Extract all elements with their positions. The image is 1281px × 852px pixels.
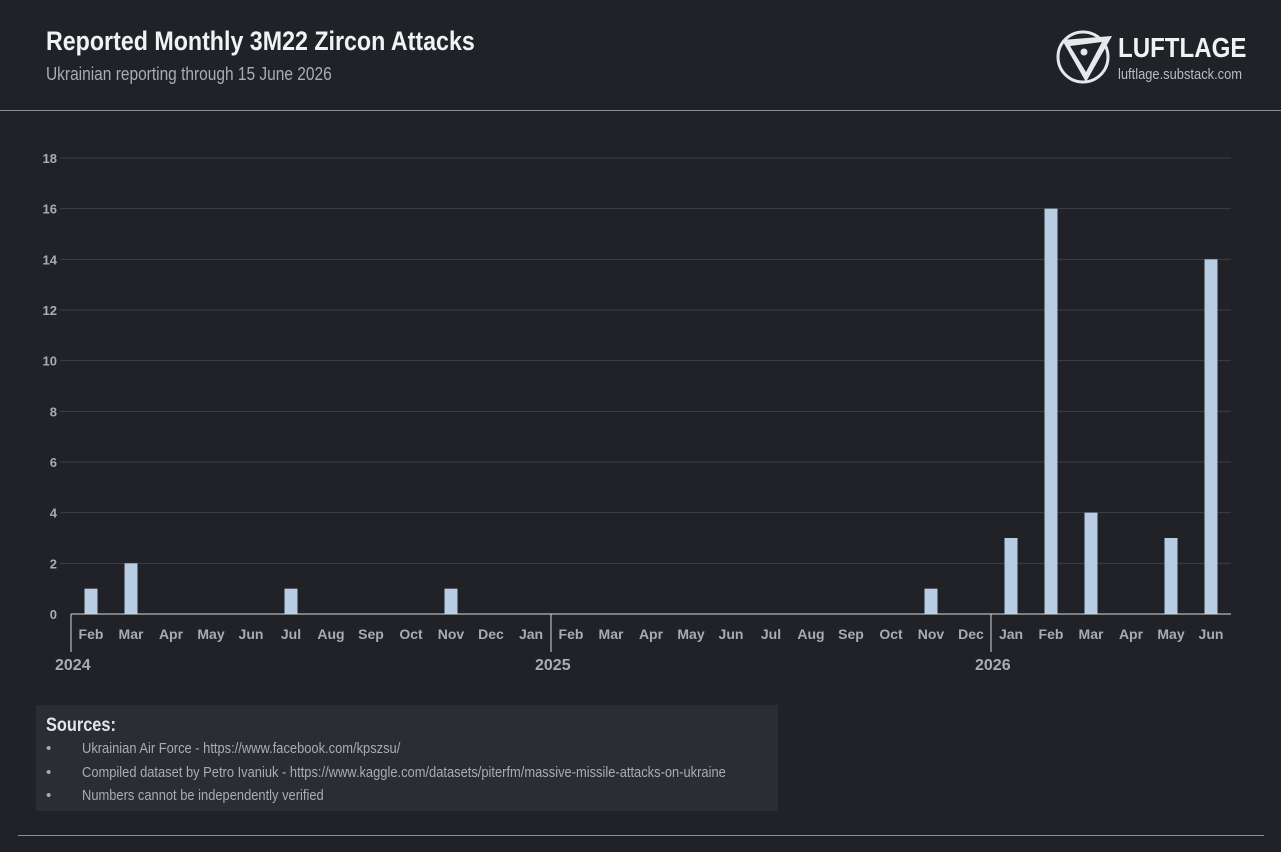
source-text: Numbers cannot be independently verified bbox=[82, 787, 324, 804]
bar-chart: 0 2 4 6 8 10 12 14 16 18 Feb Mar Apr May Jun Jul Aug Sep O… bbox=[43, 151, 1231, 674]
x-tick-label: Jun bbox=[719, 626, 744, 642]
source-text[interactable]: Compiled dataset by Petro Ivaniuk - http… bbox=[82, 763, 726, 781]
y-tick-label: 6 bbox=[50, 455, 57, 470]
y-tick-label: 12 bbox=[43, 303, 57, 318]
x-tick-label: Mar bbox=[1079, 626, 1104, 642]
brand-name: LUFTLAGE bbox=[1118, 32, 1247, 63]
x-tick-label: Mar bbox=[119, 626, 144, 642]
year-label: 2024 bbox=[55, 657, 91, 674]
y-tick-label: 14 bbox=[43, 252, 58, 267]
y-tick-label: 8 bbox=[50, 404, 57, 419]
bar bbox=[1004, 538, 1018, 614]
chart-title: Reported Monthly 3M22 Zircon Attacks bbox=[46, 26, 475, 56]
x-tick-label: Sep bbox=[358, 626, 384, 642]
x-tick-label: Jan bbox=[999, 626, 1023, 642]
x-tick-label: Nov bbox=[918, 626, 945, 642]
x-tick-label: Sep bbox=[838, 626, 864, 642]
y-tick-label: 4 bbox=[50, 506, 58, 521]
x-tick-label: Oct bbox=[399, 626, 423, 642]
x-tick-label: May bbox=[677, 626, 704, 642]
x-tick-label: Nov bbox=[438, 626, 465, 642]
x-tick-label: Aug bbox=[317, 626, 344, 642]
bullet-icon: • bbox=[46, 763, 52, 781]
sources-panel: Sources: • Ukrainian Air Force - https:/… bbox=[36, 705, 778, 811]
brand-url[interactable]: luftlage.substack.com bbox=[1118, 66, 1243, 83]
sources-heading: Sources: bbox=[46, 715, 116, 736]
x-tick-label: Oct bbox=[879, 626, 903, 642]
bullet-icon: • bbox=[46, 740, 52, 757]
x-tick-label: Feb bbox=[559, 626, 584, 642]
gridlines bbox=[60, 157, 1231, 564]
bars bbox=[84, 208, 1218, 614]
source-text[interactable]: Ukrainian Air Force - https://www.facebo… bbox=[82, 740, 401, 757]
chart-header: Reported Monthly 3M22 Zircon Attacks Ukr… bbox=[0, 0, 1281, 111]
y-tick-label: 10 bbox=[43, 354, 57, 369]
x-tick-label: Dec bbox=[958, 626, 984, 642]
x-tick-label: Mar bbox=[599, 626, 624, 642]
y-tick-label: 18 bbox=[43, 151, 57, 166]
x-tick-label: Jan bbox=[519, 626, 543, 642]
y-tick-label: 16 bbox=[43, 202, 57, 217]
x-tick-label: Feb bbox=[1039, 626, 1064, 642]
x-tick-label: Apr bbox=[159, 626, 184, 642]
bar bbox=[84, 588, 98, 614]
chart-subtitle: Ukrainian reporting through 15 June 2026 bbox=[46, 64, 332, 84]
brand-block[interactable]: LUFTLAGE luftlage.substack.com bbox=[1056, 28, 1256, 88]
x-tick-label: Jun bbox=[239, 626, 264, 642]
bar bbox=[284, 588, 298, 614]
x-tick-label: Jul bbox=[281, 626, 301, 642]
x-tick-label: Jul bbox=[761, 626, 781, 642]
x-tick-label: May bbox=[197, 626, 224, 642]
bar bbox=[1044, 208, 1058, 614]
bar bbox=[1084, 512, 1098, 614]
x-tick-label: Apr bbox=[1119, 626, 1144, 642]
year-label: 2026 bbox=[975, 657, 1011, 674]
bullet-icon: • bbox=[46, 787, 52, 804]
luftlage-logo-icon bbox=[1056, 30, 1112, 84]
x-tick-label: Apr bbox=[639, 626, 664, 642]
x-tick-label: Feb bbox=[79, 626, 104, 642]
y-tick-label: 2 bbox=[50, 556, 57, 571]
bar bbox=[1204, 259, 1218, 614]
footer-divider bbox=[18, 835, 1264, 836]
x-tick-label: Jun bbox=[1199, 626, 1224, 642]
bar bbox=[1164, 538, 1178, 614]
axes: 0 2 4 6 8 10 12 14 16 18 Feb Mar Apr May Jun Jul Aug Sep O… bbox=[43, 151, 1231, 674]
x-tick-label: Aug bbox=[797, 626, 824, 642]
year-label: 2025 bbox=[535, 657, 571, 674]
y-tick-label: 0 bbox=[50, 607, 57, 622]
bar bbox=[124, 563, 138, 614]
x-tick-label: Dec bbox=[478, 626, 504, 642]
bar bbox=[924, 588, 938, 614]
x-tick-label: May bbox=[1157, 626, 1184, 642]
bar bbox=[444, 588, 458, 614]
